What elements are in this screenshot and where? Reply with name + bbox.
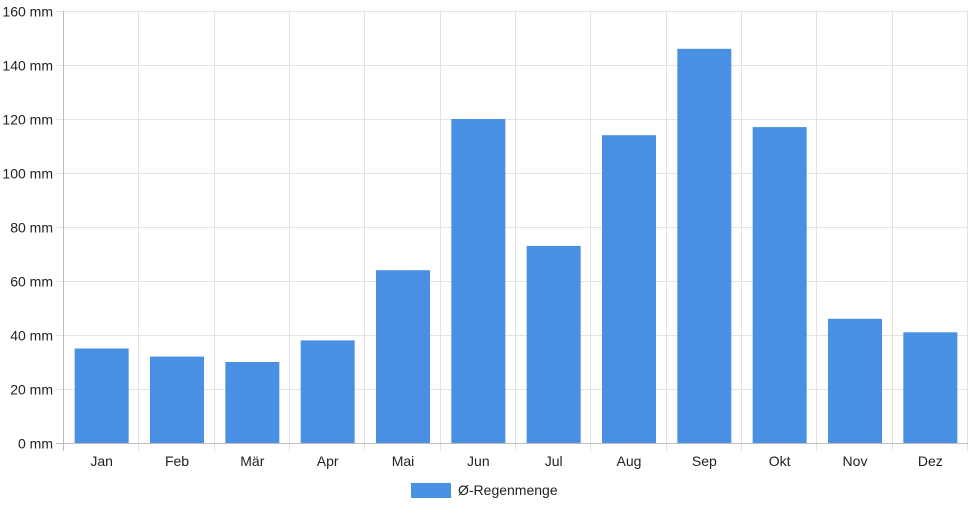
x-tick-label: Nov (843, 453, 868, 469)
bar-sep[interactable] (677, 48, 732, 444)
y-tick-label: 40 mm (10, 328, 53, 344)
y-tick-label: 140 mm (2, 58, 53, 74)
legend-label[interactable]: Ø-Regenmenge (458, 482, 558, 498)
x-tick-label: Okt (769, 453, 791, 469)
y-tick-labels: 0 mm 20 mm 40 mm 60 mm 80 mm 100 mm 120 mm 140 … (2, 4, 53, 452)
x-tick-label: Dez (918, 453, 943, 469)
bar-mär[interactable] (225, 362, 280, 443)
bar-dez[interactable] (903, 332, 958, 443)
y-tick-label: 80 mm (10, 220, 53, 236)
x-tick-label: Apr (317, 453, 339, 469)
x-tick-label: Sep (692, 453, 717, 469)
bar-aug[interactable] (602, 135, 656, 443)
x-tick-labels: Jan Feb Mär Apr Mai Jun Jul Aug Sep Okt Nov Dez (90, 453, 942, 469)
legend[interactable]: Ø-Regenmenge (411, 482, 558, 498)
x-tick-label: Jul (545, 453, 563, 469)
y-tick-label: 120 mm (2, 112, 53, 128)
bar-okt[interactable] (752, 127, 807, 443)
bar-jul[interactable] (526, 245, 581, 443)
x-tick-label: Aug (617, 453, 642, 469)
y-tick-label: 0 mm (18, 436, 53, 452)
x-tick-label: Feb (165, 453, 189, 469)
bar-nov[interactable] (828, 318, 882, 443)
bar-mai[interactable] (376, 270, 430, 443)
bar-apr[interactable] (300, 340, 355, 443)
x-tick-label: Mai (392, 453, 415, 469)
y-tick-label: 60 mm (10, 274, 53, 290)
y-tick-label: 100 mm (2, 166, 53, 182)
x-tick-label: Jan (90, 453, 113, 469)
bars-group (74, 48, 958, 444)
axes-group (56, 11, 968, 451)
grid-lines (56, 11, 968, 451)
x-tick-label: Jun (467, 453, 490, 469)
y-tick-label: 160 mm (2, 4, 53, 20)
legend-swatch[interactable] (411, 483, 451, 498)
bar-jun[interactable] (451, 119, 506, 443)
bar-jan[interactable] (74, 348, 129, 444)
x-tick-label: Mär (240, 453, 264, 469)
bar-feb[interactable] (150, 356, 204, 443)
y-tick-label: 20 mm (10, 382, 53, 398)
